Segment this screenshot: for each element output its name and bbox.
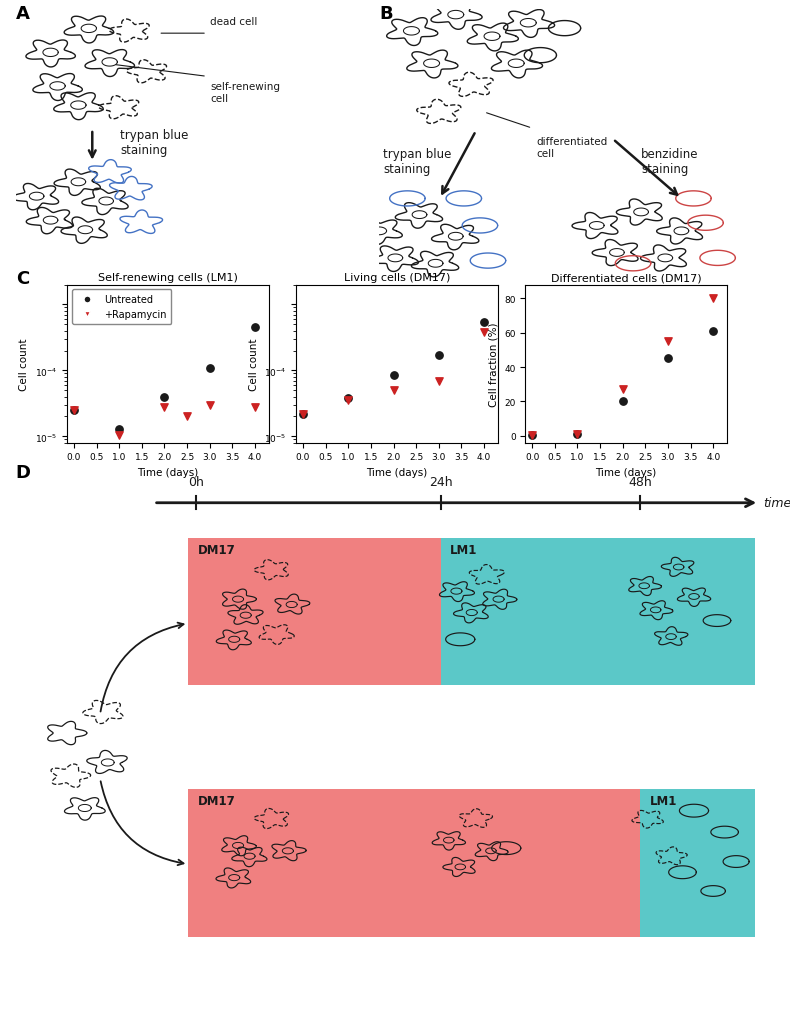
Text: self-renewing
cell: self-renewing cell: [210, 82, 280, 104]
Point: [113, 427, 126, 443]
Point: [204, 360, 216, 376]
Point: [113, 421, 126, 437]
Legend: Untreated, +Rapamycin: Untreated, +Rapamycin: [72, 290, 171, 325]
Text: LM1: LM1: [649, 795, 677, 807]
Text: trypan blue
staining: trypan blue staining: [383, 148, 452, 175]
Text: B: B: [379, 5, 393, 23]
Point: [68, 403, 81, 419]
Point: [478, 325, 491, 341]
Point: [249, 320, 261, 336]
Y-axis label: Cell fraction (%): Cell fraction (%): [488, 322, 498, 407]
Text: benzidine
staining: benzidine staining: [641, 148, 698, 175]
Point: [158, 399, 171, 416]
Text: 0h: 0h: [188, 475, 204, 488]
Point: [68, 403, 81, 419]
Text: DM17: DM17: [198, 543, 235, 556]
X-axis label: Time (days): Time (days): [367, 468, 427, 478]
Text: D: D: [16, 464, 31, 482]
Point: [387, 383, 400, 399]
Bar: [641, 790, 755, 936]
Title: Self-renewing cells (LM1): Self-renewing cells (LM1): [98, 273, 238, 283]
Point: [616, 393, 629, 410]
X-axis label: Time (days): Time (days): [596, 468, 656, 478]
Point: [342, 390, 355, 407]
Point: [616, 382, 629, 398]
Point: [571, 427, 584, 443]
Point: [662, 351, 675, 367]
Point: [571, 427, 584, 443]
Text: 48h: 48h: [629, 475, 653, 488]
Point: [478, 314, 491, 330]
Text: LM1: LM1: [450, 543, 478, 556]
Point: [526, 427, 539, 443]
Bar: [188, 790, 641, 936]
Point: [249, 399, 261, 416]
Point: [342, 393, 355, 410]
Point: [707, 290, 720, 307]
Title: Differentiated cells (DM17): Differentiated cells (DM17): [551, 273, 702, 283]
Bar: [441, 538, 755, 685]
Y-axis label: Cell count: Cell count: [20, 338, 29, 390]
Text: A: A: [16, 5, 30, 23]
Text: dead cell: dead cell: [210, 17, 258, 26]
Title: Living cells (DM17): Living cells (DM17): [344, 273, 450, 283]
Point: [526, 427, 539, 443]
Point: [297, 407, 310, 423]
Point: [204, 397, 216, 414]
Point: [158, 389, 171, 406]
Point: [181, 409, 194, 425]
Point: [662, 334, 675, 351]
Text: 24h: 24h: [429, 475, 453, 488]
Text: trypan blue
staining: trypan blue staining: [120, 129, 189, 157]
Text: differentiated
cell: differentiated cell: [536, 138, 608, 159]
X-axis label: Time (days): Time (days): [137, 468, 198, 478]
Text: DM17: DM17: [198, 795, 235, 807]
Point: [387, 368, 400, 384]
Y-axis label: Cell count: Cell count: [249, 338, 258, 390]
Point: [433, 373, 446, 389]
Bar: [188, 538, 441, 685]
Point: [297, 407, 310, 423]
Point: [707, 323, 720, 339]
Text: C: C: [16, 270, 29, 288]
Text: time: time: [763, 497, 790, 510]
Point: [433, 347, 446, 364]
